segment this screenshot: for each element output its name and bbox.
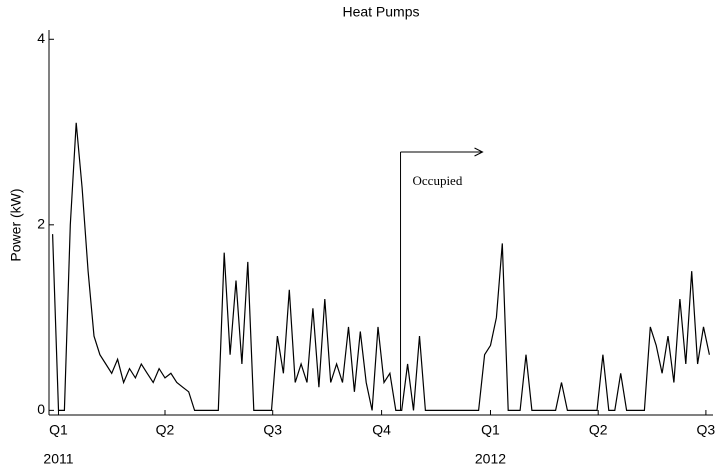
x-tick-label: Q1 — [49, 422, 68, 438]
x-tick-label: Q3 — [263, 422, 282, 438]
y-tick-label: 0 — [37, 401, 45, 417]
x-tick-label: Q1 — [481, 422, 500, 438]
x-tick-label: Q2 — [156, 422, 175, 438]
y-tick-label: 4 — [37, 30, 45, 46]
arrow-head — [474, 147, 484, 157]
year-label: 2012 — [475, 451, 506, 467]
chart-title: Heat Pumps — [342, 4, 419, 20]
y-tick-label: 2 — [37, 216, 45, 232]
x-tick-label: Q2 — [589, 422, 608, 438]
x-tick-label: Q3 — [697, 422, 716, 438]
x-tick-label: Q4 — [372, 422, 391, 438]
year-label: 2011 — [43, 451, 73, 467]
annotation-text: Occupied — [413, 173, 463, 188]
y-axis-label: Power (kW) — [8, 188, 24, 261]
data-line — [52, 122, 710, 411]
